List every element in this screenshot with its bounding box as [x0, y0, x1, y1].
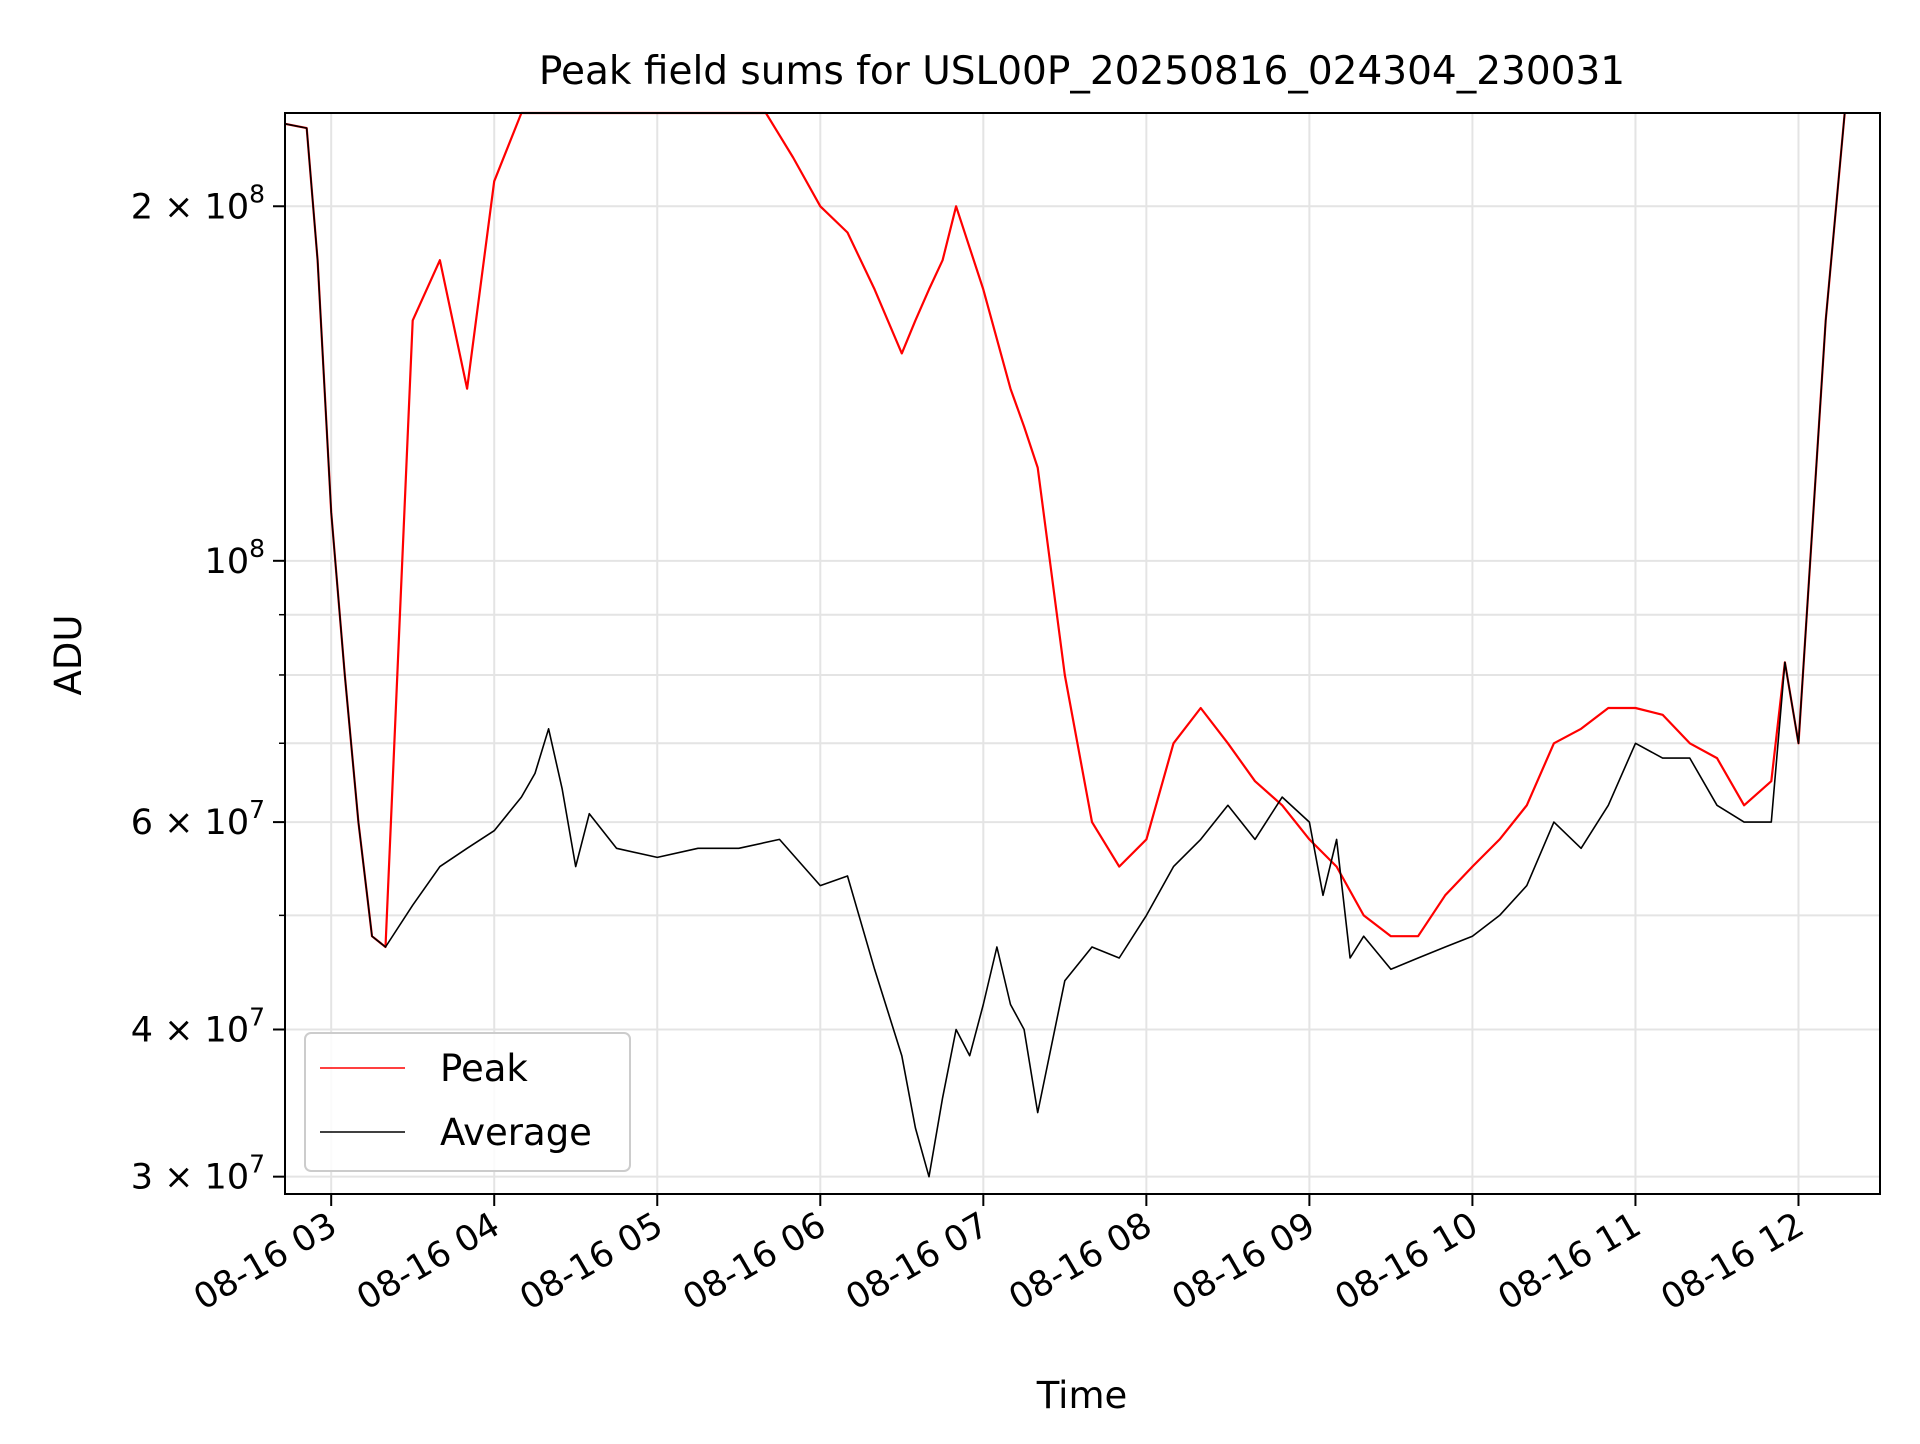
y-tick-base: 10 [205, 542, 250, 582]
y-tick-exponent: 8 [249, 179, 265, 208]
plot-frame [284, 112, 1881, 1195]
grid [285, 113, 1880, 1194]
y-tick-exponent: 7 [249, 795, 265, 824]
y-tick-label: 3 × 107 [131, 1150, 265, 1198]
x-axis-label: Time [1036, 1374, 1128, 1417]
series-peak-line [284, 111, 1846, 949]
series-average-line [284, 112, 1846, 1178]
y-tick-label: 4 × 107 [131, 1003, 265, 1051]
y-tick-label: 2 × 108 [131, 179, 265, 227]
y-tick-label: 6 × 107 [131, 795, 265, 843]
y-tick-exponent: 8 [249, 534, 265, 563]
y-tick-times: × 10 [153, 803, 249, 843]
y-tick-mantissa: 6 [131, 803, 153, 843]
y-tick-times: × 10 [153, 1158, 249, 1198]
y-tick-exponent: 7 [249, 1150, 265, 1179]
y-tick-mantissa: 3 [131, 1158, 153, 1198]
y-tick-label: 108 [205, 534, 265, 582]
series-group [284, 111, 1846, 1178]
chart-title: Peak field sums for USL00P_20250816_0243… [539, 49, 1625, 94]
y-tick-mantissa: 4 [131, 1011, 153, 1051]
legend-peak-label: Peak [440, 1047, 528, 1090]
y-tick-times: × 10 [153, 187, 249, 227]
y-tick-times: × 10 [153, 1011, 249, 1051]
y-tick-mantissa: 2 [131, 187, 153, 227]
legend: Peak Average [304, 1032, 631, 1172]
legend-average-label: Average [440, 1111, 592, 1154]
y-axis-label: ADU [47, 615, 90, 696]
y-tick-exponent: 7 [249, 1003, 265, 1032]
